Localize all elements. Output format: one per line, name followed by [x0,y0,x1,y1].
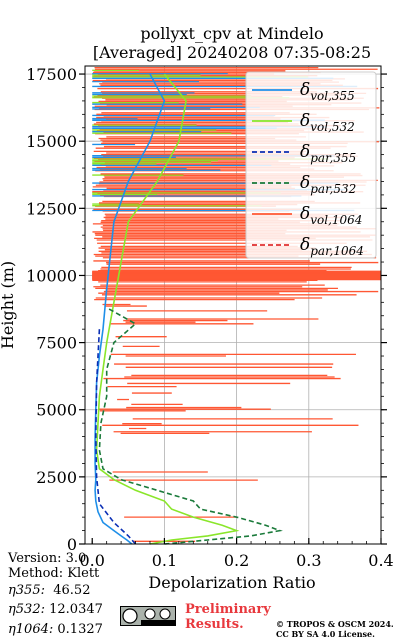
plot-frame [84,65,382,545]
legend: δvol,355 δvol,532 δpar,355 δpar,532 δvol,106… [245,71,377,259]
eta1064-label: η1064: [8,622,54,637]
y-tick-label: 12500 [26,199,77,218]
x-axis-label: Depolarization Ratio [148,573,315,592]
series-lines [94,73,283,545]
y-tick-label: 10000 [26,266,77,285]
x-tick-label: 0.0 [79,551,104,570]
legend-label: δpar,355 [300,142,356,165]
eta532-row: η532: 12.0347 [8,602,103,617]
eta355-value: 46.52 [53,583,91,598]
y-axis-label: Height (m) [0,261,17,349]
preliminary-line2: Results. [185,617,244,632]
copyright-line2: CC BY SA 4.0 License. [276,629,375,639]
y-tick-label: 17500 [26,65,77,84]
legend-label: δpar,1064 [300,235,364,258]
copyright-text: © TROPOS & OSCM 2024. CC BY SA 4.0 Licen… [276,619,394,639]
eta355-label: η355: [8,583,45,598]
y-tick-label: 15000 [26,132,77,151]
axis-ticks: 0.0 0.1 0.2 0.3 0.4 0 2500 5000 7500 10000 12500 15… [26,65,394,570]
x-tick-label: 0.1 [152,551,177,570]
legend-label: δvol,355 [300,80,355,103]
series-line-1 [95,73,240,545]
series-line-2 [94,329,137,545]
legend-label: δvol,1064 [300,204,362,227]
eta355-row: η355: 46.52 [8,583,90,598]
x-tick-label: 0.3 [296,551,321,570]
y-tick-label: 2500 [36,468,77,487]
series-line-3 [98,307,283,545]
legend-box [245,71,377,259]
cc-badge-overlay [122,608,175,625]
eta532-value: 12.0347 [49,602,103,617]
x-tick-label: 0.2 [224,551,249,570]
chart-title-line2: [Averaged] 20240208 07:35-08:25 [93,43,371,62]
version-text: Version: 3.0 [8,551,87,566]
chart-title-line1: pollyxt_cpv at Mindelo [140,24,323,43]
y-tick-label: 0 [67,535,77,554]
copyright-line1: © TROPOS & OSCM 2024. [276,619,394,629]
eta1064-row: η1064: 0.1327 [8,622,103,637]
legend-label: δvol,532 [300,111,355,134]
y-tick-label: 5000 [36,401,77,420]
x-tick-label: 0.4 [368,551,393,570]
preliminary-results-text: Preliminary Results. [185,602,271,632]
y-tick-label: 7500 [36,334,77,353]
legend-label: δpar,532 [300,173,356,196]
method-text: Method: Klett [8,566,100,581]
eta532-label: η532: [8,602,45,617]
eta1064-value: 0.1327 [57,622,103,637]
preliminary-line1: Preliminary [185,602,271,617]
